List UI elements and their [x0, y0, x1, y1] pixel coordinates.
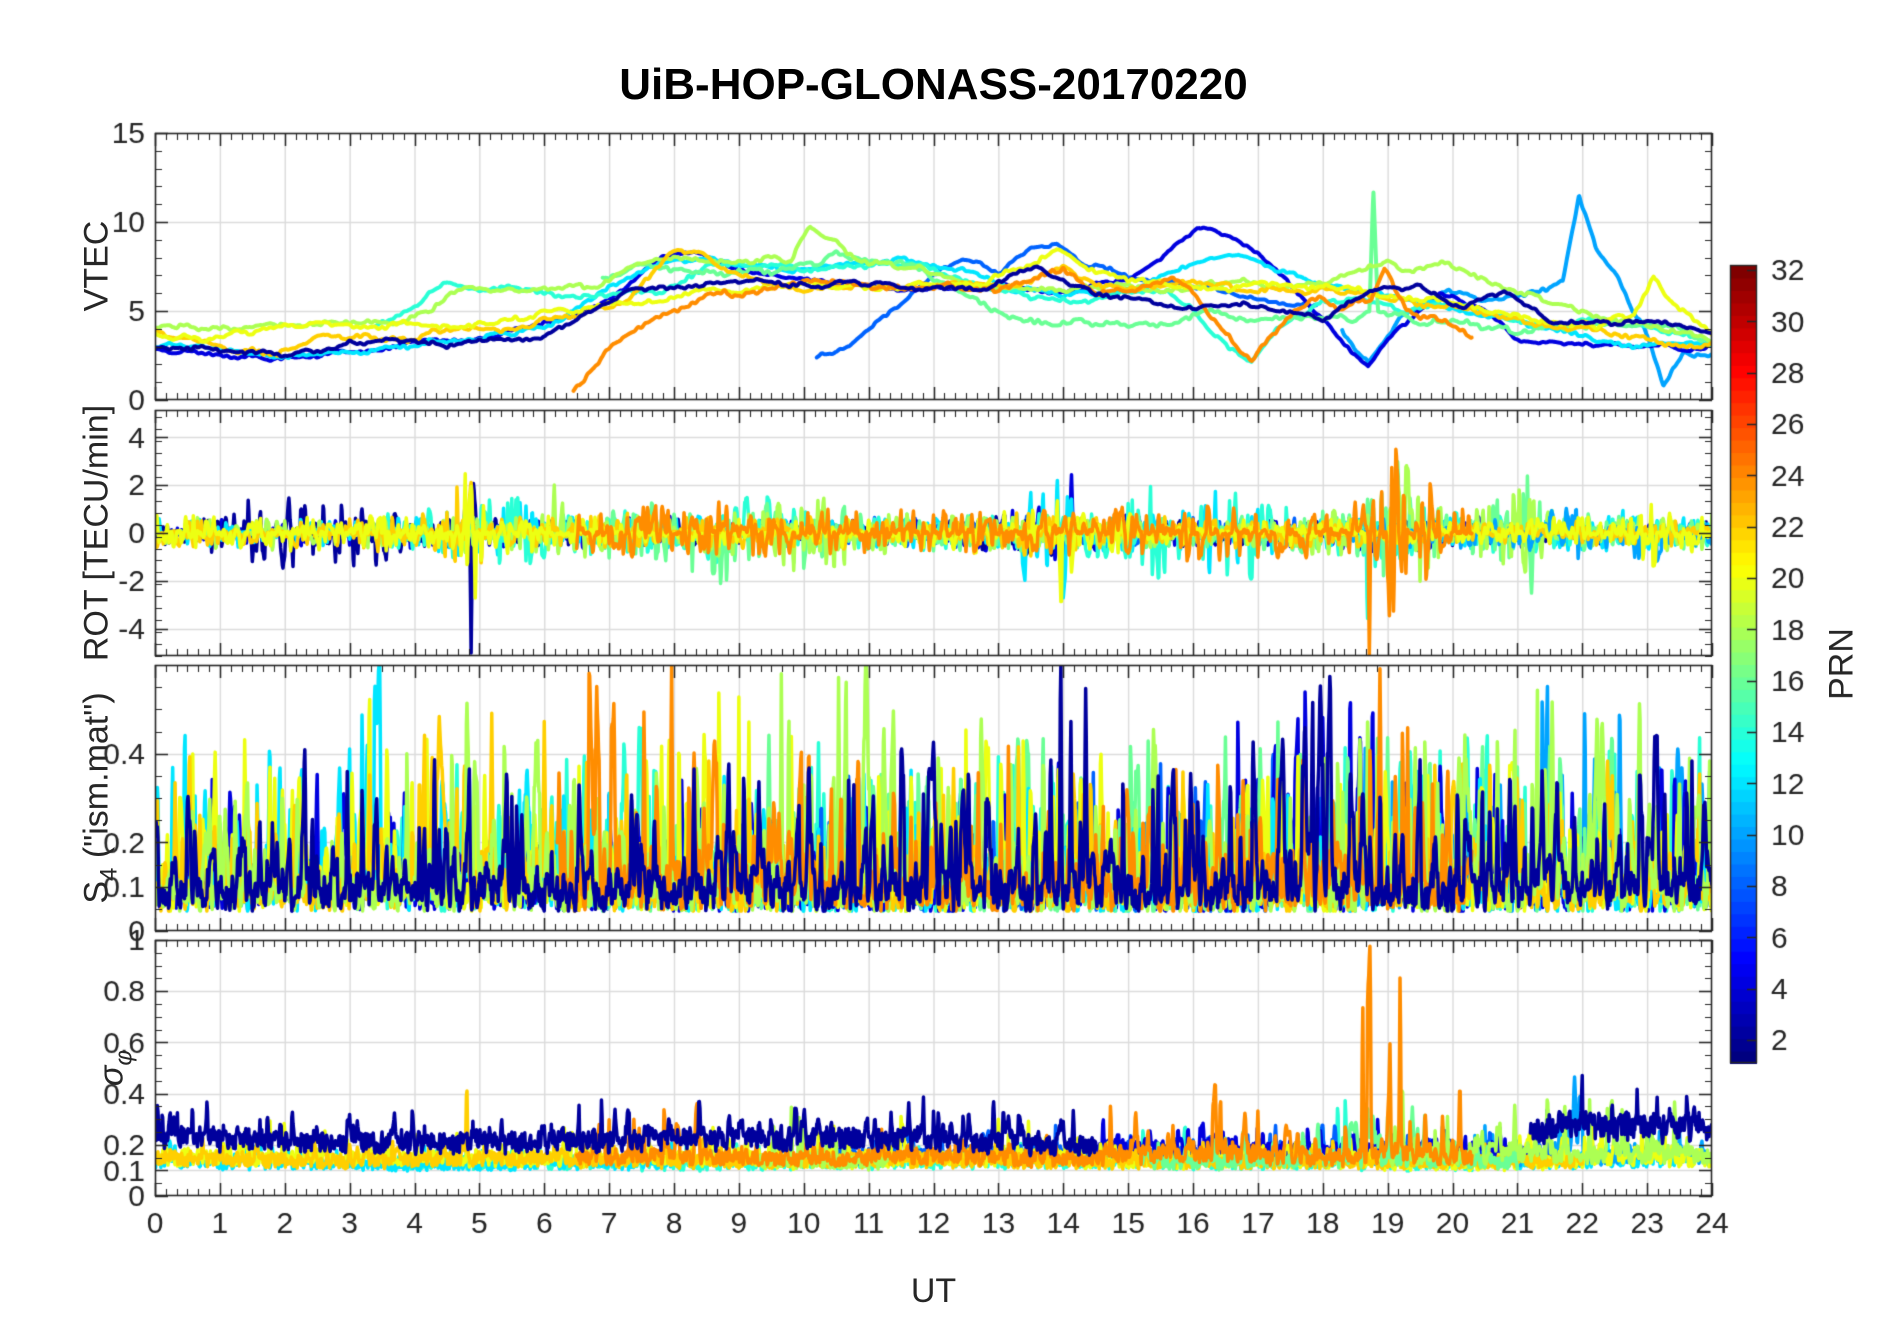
chart-title: UiB-HOP-GLONASS-20170220 — [619, 60, 1248, 109]
ylabel-rot: ROT [TECU/min] — [77, 404, 116, 662]
colorbar-label-prn: PRN — [1822, 628, 1861, 700]
ylabel-vtec: VTEC — [77, 220, 116, 312]
ylabel-sigma-phi: σφ — [92, 1049, 138, 1087]
xlabel-ut: UT — [910, 1272, 957, 1310]
ylabel-s4: S4 ("ism.mat") — [77, 692, 123, 904]
